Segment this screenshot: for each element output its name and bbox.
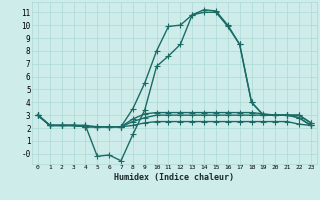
X-axis label: Humidex (Indice chaleur): Humidex (Indice chaleur) [115,173,234,182]
